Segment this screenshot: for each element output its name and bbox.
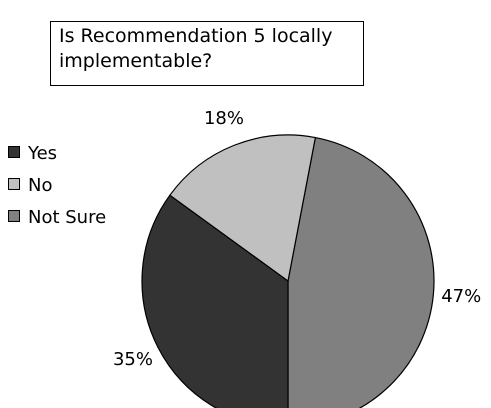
data-label-yes: 35% xyxy=(112,348,153,370)
slice-no xyxy=(169,134,317,283)
chart-title-box: Is Recommendation 5 locally implementabl… xyxy=(50,21,364,86)
legend-item-not-sure: Not Sure xyxy=(8,206,106,238)
chart-legend: Yes No Not Sure xyxy=(8,142,106,238)
slice-yes xyxy=(141,194,289,408)
data-label-not-sure: 47% xyxy=(441,286,482,308)
data-label-no: 18% xyxy=(203,108,244,130)
slice-not-sure xyxy=(287,136,435,408)
legend-swatch-no xyxy=(8,178,20,190)
legend-label-no: No xyxy=(28,175,53,196)
legend-swatch-yes xyxy=(8,146,20,158)
legend-item-yes: Yes xyxy=(8,142,106,174)
legend-item-no: No xyxy=(8,174,106,206)
legend-label-not-sure: Not Sure xyxy=(28,207,107,228)
chart-title: Is Recommendation 5 locally implementabl… xyxy=(59,25,333,72)
legend-swatch-not-sure xyxy=(8,210,20,222)
legend-label-yes: Yes xyxy=(28,143,58,164)
